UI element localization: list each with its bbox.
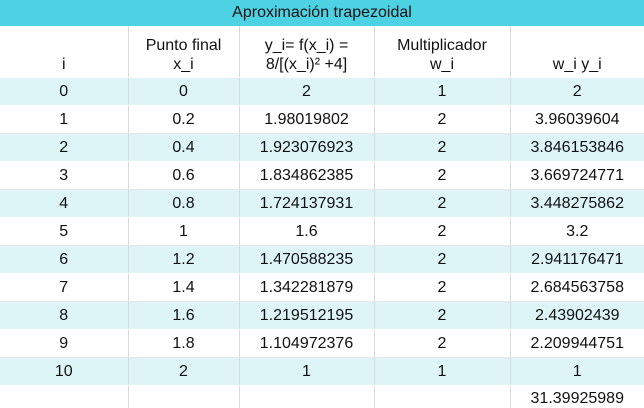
header-row: i Punto final x_i y_i= f(x_i) = 8/[(x_i)… xyxy=(0,26,644,78)
cell-wy[interactable]: 3.846153846 xyxy=(510,133,644,162)
table-body: 0 0 2 1 2 1 0.2 1.98019802 2 3.96039604 2 0.4 1.9230… xyxy=(0,77,644,408)
cell-y[interactable]: 1 xyxy=(239,357,375,386)
cell-wy[interactable]: 2.43902439 xyxy=(510,301,644,330)
cell-wy[interactable]: 3.2 xyxy=(510,217,644,246)
cell-y[interactable]: 1.923076923 xyxy=(239,133,375,162)
total-empty-cell[interactable] xyxy=(374,385,511,408)
cell-w[interactable]: 2 xyxy=(374,273,511,302)
cell-i[interactable]: 7 xyxy=(0,273,129,302)
cell-wy[interactable]: 3.448275862 xyxy=(510,189,644,218)
table-row: 4 0.8 1.724137931 2 3.448275862 xyxy=(0,189,644,218)
total-row: 31.39925989 xyxy=(0,385,644,408)
table-row: 1 0.2 1.98019802 2 3.96039604 xyxy=(0,105,644,134)
header-i[interactable]: i xyxy=(0,26,129,78)
cell-x[interactable]: 0.6 xyxy=(128,161,240,190)
cell-x[interactable]: 0.8 xyxy=(128,189,240,218)
cell-x[interactable]: 2 xyxy=(128,357,240,386)
header-y[interactable]: y_i= f(x_i) = 8/[(x_i)² +4] xyxy=(239,26,375,78)
cell-y[interactable]: 1.219512195 xyxy=(239,301,375,330)
cell-i[interactable]: 6 xyxy=(0,245,129,274)
table-row: 9 1.8 1.104972376 2 2.209944751 xyxy=(0,329,644,358)
cell-wy[interactable]: 3.96039604 xyxy=(510,105,644,134)
header-x[interactable]: Punto final x_i xyxy=(128,26,240,78)
header-x-line1: Punto final xyxy=(145,37,222,54)
header-w-line2: w_i xyxy=(429,56,454,73)
header-x-line2: x_i xyxy=(173,56,194,73)
total-sum-cell[interactable]: 31.39925989 xyxy=(510,385,644,408)
cell-y[interactable]: 1.834862385 xyxy=(239,161,375,190)
cell-wy[interactable]: 1 xyxy=(510,357,644,386)
cell-x[interactable]: 1.8 xyxy=(128,329,240,358)
header-y-line2: 8/[(x_i)² +4] xyxy=(265,56,348,73)
cell-wy[interactable]: 2.941176471 xyxy=(510,245,644,274)
cell-i[interactable]: 0 xyxy=(0,77,129,106)
header-w[interactable]: Multiplicador w_i xyxy=(374,26,511,78)
cell-x[interactable]: 1 xyxy=(128,217,240,246)
cell-i[interactable]: 2 xyxy=(0,133,129,162)
cell-y[interactable]: 1.342281879 xyxy=(239,273,375,302)
cell-i[interactable]: 10 xyxy=(0,357,129,386)
cell-y[interactable]: 1.104972376 xyxy=(239,329,375,358)
table-row: 6 1.2 1.470588235 2 2.941176471 xyxy=(0,245,644,274)
total-empty-cell[interactable] xyxy=(239,385,375,408)
table-row: 2 0.4 1.923076923 2 3.846153846 xyxy=(0,133,644,162)
cell-y[interactable]: 1.470588235 xyxy=(239,245,375,274)
cell-x[interactable]: 1.4 xyxy=(128,273,240,302)
cell-w[interactable]: 2 xyxy=(374,133,511,162)
cell-i[interactable]: 8 xyxy=(0,301,129,330)
total-empty-cell[interactable] xyxy=(128,385,240,408)
cell-y[interactable]: 1.724137931 xyxy=(239,189,375,218)
table-row: 5 1 1.6 2 3.2 xyxy=(0,217,644,246)
cell-w[interactable]: 2 xyxy=(374,161,511,190)
cell-x[interactable]: 1.2 xyxy=(128,245,240,274)
cell-w[interactable]: 2 xyxy=(374,301,511,330)
cell-wy[interactable]: 2.209944751 xyxy=(510,329,644,358)
cell-w[interactable]: 2 xyxy=(374,189,511,218)
cell-wy[interactable]: 2.684563758 xyxy=(510,273,644,302)
table-row: 3 0.6 1.834862385 2 3.669724771 xyxy=(0,161,644,190)
cell-w[interactable]: 1 xyxy=(374,357,511,386)
cell-i[interactable]: 4 xyxy=(0,189,129,218)
cell-y[interactable]: 1.6 xyxy=(239,217,375,246)
cell-i[interactable]: 9 xyxy=(0,329,129,358)
cell-x[interactable]: 0 xyxy=(128,77,240,106)
table-row: 10 2 1 1 1 xyxy=(0,357,644,386)
header-w-line1: Multiplicador xyxy=(397,37,487,54)
cell-w[interactable]: 1 xyxy=(374,77,511,106)
trapezoid-table: i Punto final x_i y_i= f(x_i) = 8/[(x_i)… xyxy=(0,26,644,408)
cell-w[interactable]: 2 xyxy=(374,245,511,274)
table-row: 8 1.6 1.219512195 2 2.43902439 xyxy=(0,301,644,330)
cell-x[interactable]: 0.4 xyxy=(128,133,240,162)
cell-x[interactable]: 0.2 xyxy=(128,105,240,134)
cell-w[interactable]: 2 xyxy=(374,329,511,358)
cell-w[interactable]: 2 xyxy=(374,105,511,134)
cell-wy[interactable]: 2 xyxy=(510,77,644,106)
cell-w[interactable]: 2 xyxy=(374,217,511,246)
table-title: Aproximación trapezoidal xyxy=(0,0,644,26)
table-row: 7 1.4 1.342281879 2 2.684563758 xyxy=(0,273,644,302)
cell-wy[interactable]: 3.669724771 xyxy=(510,161,644,190)
total-empty-cell[interactable] xyxy=(0,385,129,408)
cell-y[interactable]: 2 xyxy=(239,77,375,106)
cell-y[interactable]: 1.98019802 xyxy=(239,105,375,134)
cell-x[interactable]: 1.6 xyxy=(128,301,240,330)
cell-i[interactable]: 5 xyxy=(0,217,129,246)
header-wy[interactable]: w_i y_i xyxy=(510,26,644,78)
header-y-line1: y_i= f(x_i) = xyxy=(264,37,349,54)
cell-i[interactable]: 3 xyxy=(0,161,129,190)
cell-i[interactable]: 1 xyxy=(0,105,129,134)
